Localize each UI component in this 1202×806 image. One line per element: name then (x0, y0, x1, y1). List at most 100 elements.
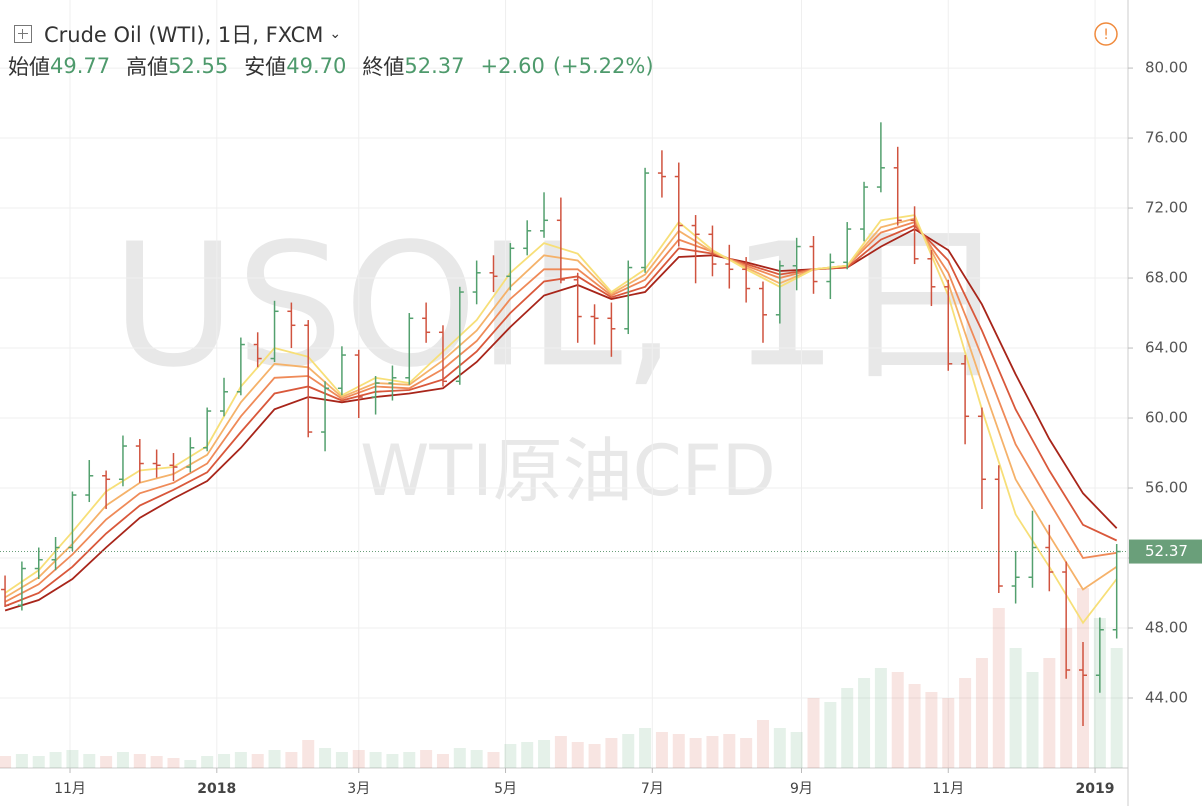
x-tick-label: 3月 (347, 781, 370, 797)
ohlc-value: 49.70 (286, 54, 347, 78)
moving-average (4, 228, 1118, 612)
y-tick-label: 56.00 (1145, 479, 1188, 497)
volume-bar (689, 738, 702, 768)
volume-bar (420, 750, 433, 768)
volume-bar (756, 720, 769, 768)
volume-bar (807, 698, 820, 768)
volume-bar (1110, 648, 1123, 768)
volume-bar (790, 732, 803, 768)
x-tick-label: 2019 (1076, 781, 1115, 797)
header: Crude Oil (WTI), 1日, FXCM ⌄ 始値 49.77 高値 52.… (8, 18, 670, 82)
volume-bar (436, 754, 449, 768)
volume-bar (706, 736, 719, 768)
expand-icon[interactable] (14, 25, 32, 43)
x-tick-label: 11月 (932, 781, 964, 797)
volume-bar (1093, 618, 1106, 768)
volume-bar (858, 678, 871, 768)
volume-bar (335, 752, 348, 768)
volume-bar (622, 734, 635, 768)
ohlc-label: 安値 (244, 55, 287, 79)
volume-bar (605, 738, 618, 768)
ohlc-label: 終値 (362, 55, 405, 79)
volume-bar (100, 756, 113, 768)
volume-bar (369, 752, 382, 768)
volume-bar (302, 740, 315, 768)
x-tick-label: 5月 (494, 781, 517, 797)
ohlc-value: 49.77 (50, 54, 111, 78)
y-tick-label: 64.00 (1145, 339, 1188, 357)
y-tick-label: 48.00 (1145, 619, 1188, 637)
ohlc-label: 始値 (8, 55, 50, 79)
y-tick-label: 60.00 (1145, 409, 1188, 427)
volume-bar (167, 758, 180, 768)
volume-bar (908, 684, 921, 768)
change-pct: (+5.22%) (552, 54, 654, 78)
volume-bar (588, 744, 601, 768)
volume-bar (352, 750, 365, 768)
title-row: Crude Oil (WTI), 1日, FXCM ⌄ (14, 18, 670, 50)
volume-bar (942, 698, 955, 768)
ohlc-value: 52.37 (404, 54, 465, 78)
volume-bar (184, 760, 197, 768)
volume-bar (639, 728, 652, 768)
volume-bar (538, 740, 551, 768)
x-tick-label: 7月 (641, 781, 664, 797)
volume-bar (1026, 672, 1039, 768)
watermark: USOIL, 1日 (111, 207, 1008, 405)
volume-bar (1060, 628, 1073, 768)
volume-bar (1043, 658, 1056, 768)
volume-bar (672, 734, 685, 768)
ohlc-row: 始値 49.77 高値 52.55 安値 49.70 終値 52.37 +2.60 (+5… (8, 50, 670, 82)
change: +2.60 (480, 54, 545, 78)
y-tick-label: 76.00 (1145, 129, 1188, 147)
x-tick-label: 11月 (54, 781, 86, 797)
volume-bar (15, 754, 28, 768)
dropdown-icon[interactable]: ⌄ (329, 26, 342, 42)
volume-bar (504, 744, 517, 768)
watermark: WTI原油CFD (360, 430, 776, 512)
volume-bar (386, 754, 399, 768)
volume-bar (251, 754, 264, 768)
volume-bar (470, 750, 483, 768)
volume-bar (66, 750, 79, 768)
y-tick-label: 80.00 (1145, 59, 1188, 77)
volume-bar (655, 732, 668, 768)
volume-bar (0, 756, 12, 768)
last-price-tag (1129, 539, 1202, 564)
y-tick-label: 44.00 (1145, 689, 1188, 707)
volume-bar (959, 678, 972, 768)
volume-bar (319, 748, 332, 768)
volume-bar (268, 750, 281, 768)
last-price-label: 52.37 (1145, 542, 1188, 560)
x-tick-label: 2018 (197, 781, 236, 797)
volume-bar (740, 738, 753, 768)
volume-bar (49, 752, 62, 768)
volume-bar (218, 754, 231, 768)
volume-bar (925, 692, 938, 768)
alert-icon-mark: ! (1103, 27, 1109, 43)
volume-bar (1009, 648, 1022, 768)
volume-bar (554, 736, 567, 768)
volume-bar (83, 754, 96, 768)
volume-bar (824, 702, 837, 768)
volume-bar (723, 734, 736, 768)
volume-bar (841, 688, 854, 768)
volume-bar (201, 756, 214, 768)
volume-bar (403, 752, 416, 768)
volume-bar (133, 754, 146, 768)
y-tick-label: 72.00 (1145, 199, 1188, 217)
volume-bar (116, 752, 129, 768)
volume-bar (773, 728, 786, 768)
volume-bar (453, 748, 466, 768)
volume-bar (521, 742, 534, 768)
volume-bar (487, 752, 500, 768)
volume-bar (150, 756, 163, 768)
ohlc-value: 52.55 (168, 54, 229, 78)
alert-icon[interactable] (1094, 22, 1118, 46)
ohlc-label: 高値 (126, 55, 169, 79)
volume-bar (571, 742, 584, 768)
volume-bar (285, 752, 298, 768)
title[interactable]: Crude Oil (WTI), 1日, FXCM (44, 23, 324, 47)
